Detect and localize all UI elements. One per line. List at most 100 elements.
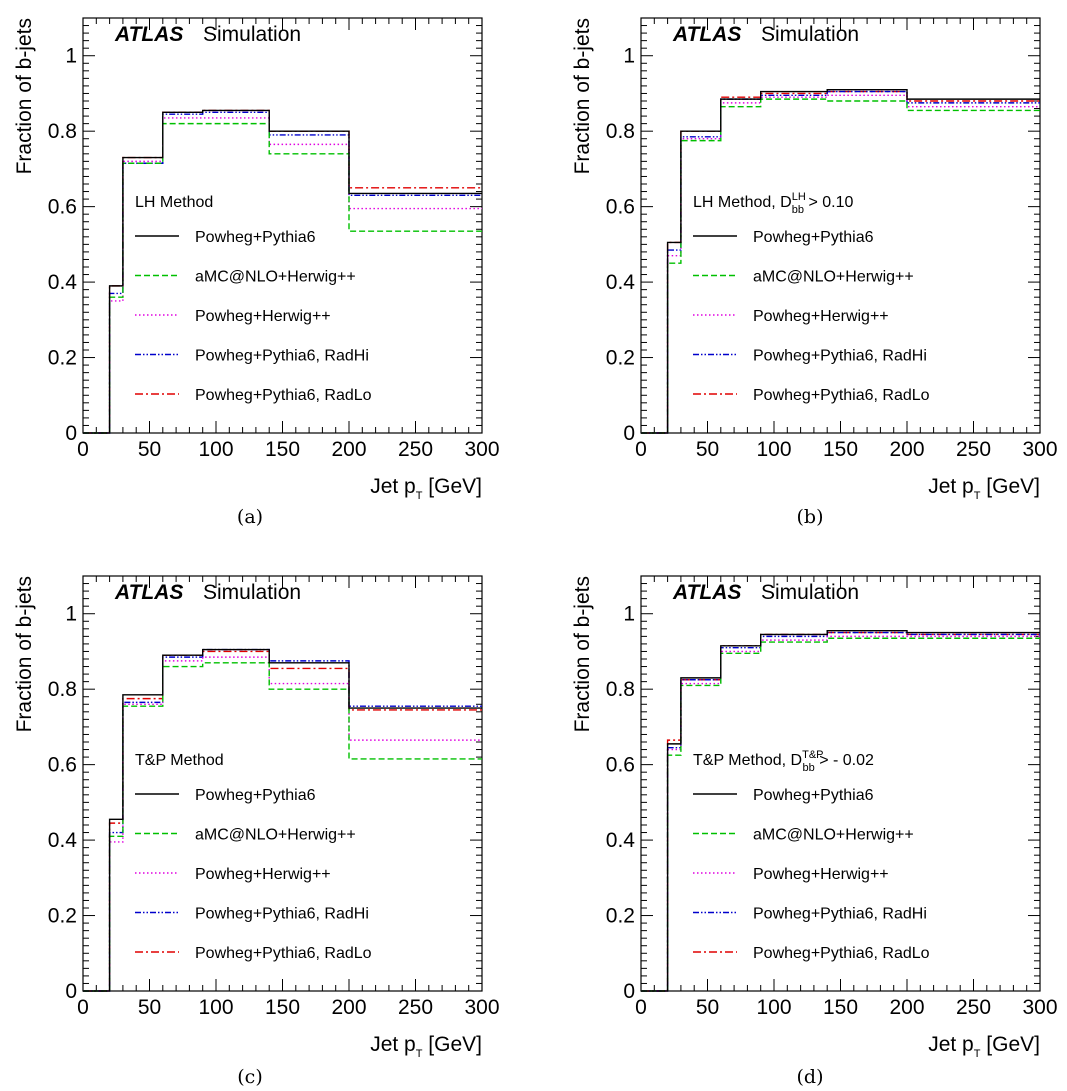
x-tick-label: 0 <box>77 996 89 1019</box>
simulation-label: Simulation <box>761 581 859 604</box>
panel-caption: (d) <box>797 1066 824 1088</box>
y-tick-label: 0.2 <box>606 905 635 928</box>
series-line-0 <box>641 88 1040 434</box>
legend-entry-0: Powheg+Pythia6 <box>753 787 874 804</box>
legend-entry-2: Powheg+Herwig++ <box>753 308 889 325</box>
legend-method-label: LH Method, DLH bb > 0.10 <box>693 191 854 216</box>
y-tick-label: 0.8 <box>48 678 77 701</box>
chart-panel-2: 0 50 100 150 200 250 300 0 0.2 0.4 0.6 0.8 1 Fraction… <box>13 575 500 1088</box>
y-tick-label: 0.2 <box>606 347 635 370</box>
y-tick-label: 0 <box>65 422 77 445</box>
series-line-3 <box>83 648 482 992</box>
series-line-0 <box>83 109 482 434</box>
legend-entry-0: Powheg+Pythia6 <box>753 229 874 246</box>
panel-caption: (c) <box>237 1066 262 1088</box>
series-line-3 <box>83 111 482 434</box>
series-line-1 <box>641 98 1040 434</box>
x-tick-label: 0 <box>635 996 647 1019</box>
x-tick-label: 250 <box>398 438 433 461</box>
y-tick-label: 0 <box>623 980 635 1003</box>
plot-frame <box>82 17 483 434</box>
series-line-3 <box>641 90 1040 434</box>
x-tick-label: 100 <box>198 996 233 1019</box>
x-axis-label: Jet pT [GeV] <box>928 1033 1040 1060</box>
legend-entry-2: Powheg+Herwig++ <box>753 866 889 883</box>
x-tick-label: 250 <box>956 996 991 1019</box>
legend-entry-1: aMC@NLO+Herwig++ <box>195 269 356 286</box>
y-tick-label: 0.2 <box>48 347 77 370</box>
x-tick-label: 250 <box>398 996 433 1019</box>
series-line-0 <box>641 630 1040 992</box>
atlas-label: ATLAS <box>672 581 741 604</box>
y-tick-label: 0.4 <box>48 271 78 294</box>
x-tick-label: 150 <box>265 438 300 461</box>
y-tick-label: 0.8 <box>48 120 77 143</box>
series-line-4 <box>641 631 1040 992</box>
x-tick-label: 300 <box>464 438 499 461</box>
legend-entry-2: Powheg+Herwig++ <box>195 308 331 325</box>
legend-entry-1: aMC@NLO+Herwig++ <box>195 827 356 844</box>
legend-method-label: T&P Method, DT&P bb > - 0.02 <box>693 749 874 774</box>
atlas-label: ATLAS <box>672 23 741 46</box>
legend-entry-3: Powheg+Pythia6, RadHi <box>195 906 369 923</box>
y-tick-label: 0.8 <box>606 678 635 701</box>
y-tick-label: 0.2 <box>48 905 77 928</box>
y-axis-label: Fraction of b-jets <box>13 18 36 174</box>
simulation-label: Simulation <box>761 23 859 46</box>
legend-entry-3: Powheg+Pythia6, RadHi <box>753 906 927 923</box>
x-tick-label: 300 <box>1022 996 1057 1019</box>
legend-entry-3: Powheg+Pythia6, RadHi <box>195 348 369 365</box>
legend-entry-0: Powheg+Pythia6 <box>195 787 316 804</box>
series-line-0 <box>83 648 482 992</box>
y-tick-label: 0.6 <box>48 754 77 777</box>
y-tick-label: 0.4 <box>606 829 636 852</box>
x-tick-label: 50 <box>696 438 719 461</box>
x-tick-label: 200 <box>889 996 924 1019</box>
y-axis-label: Fraction of b-jets <box>571 18 594 174</box>
y-tick-label: 1 <box>65 45 77 68</box>
simulation-label: Simulation <box>203 581 301 604</box>
x-tick-label: 200 <box>331 438 366 461</box>
series-line-1 <box>641 637 1040 992</box>
chart-panel-0: 0 50 100 150 200 250 300 0 0.2 0.4 0.6 0.8 1 Fraction… <box>13 17 500 528</box>
series-line-2 <box>641 635 1040 992</box>
x-tick-label: 50 <box>138 438 161 461</box>
simulation-label: Simulation <box>203 23 301 46</box>
y-axis-label: Fraction of b-jets <box>571 576 594 732</box>
y-tick-label: 0.6 <box>48 196 77 219</box>
x-tick-label: 0 <box>635 438 647 461</box>
x-tick-label: 100 <box>756 996 791 1019</box>
x-tick-label: 250 <box>956 438 991 461</box>
legend-entry-4: Powheg+Pythia6, RadLo <box>753 387 930 404</box>
x-tick-label: 50 <box>696 996 719 1019</box>
atlas-label: ATLAS <box>114 23 183 46</box>
legend-entry-1: aMC@NLO+Herwig++ <box>753 827 914 844</box>
y-tick-label: 0 <box>623 422 635 445</box>
x-tick-label: 100 <box>198 438 233 461</box>
plot-frame <box>640 17 1041 434</box>
x-tick-label: 200 <box>331 996 366 1019</box>
legend-entry-4: Powheg+Pythia6, RadLo <box>195 387 372 404</box>
x-axis-label: Jet pT [GeV] <box>370 1033 482 1060</box>
atlas-label: ATLAS <box>114 581 183 604</box>
x-tick-label: 300 <box>464 996 499 1019</box>
x-tick-label: 0 <box>77 438 89 461</box>
panel-caption: (b) <box>797 506 824 528</box>
y-tick-label: 0.6 <box>606 196 635 219</box>
series-line-2 <box>83 656 482 992</box>
legend-entry-0: Powheg+Pythia6 <box>195 229 316 246</box>
x-tick-label: 150 <box>265 996 300 1019</box>
series-line-4 <box>641 90 1040 434</box>
x-tick-label: 150 <box>823 996 858 1019</box>
x-axis-label: Jet pT [GeV] <box>928 475 1040 502</box>
legend-entry-4: Powheg+Pythia6, RadLo <box>753 945 930 962</box>
x-tick-label: 200 <box>889 438 924 461</box>
y-tick-label: 0.4 <box>606 271 636 294</box>
legend-method-label: T&P Method <box>135 752 224 769</box>
y-tick-label: 0.8 <box>606 120 635 143</box>
series-line-1 <box>83 662 482 992</box>
legend-method-label: LH Method <box>135 194 213 211</box>
y-tick-label: 0.6 <box>606 754 635 777</box>
x-tick-label: 100 <box>756 438 791 461</box>
